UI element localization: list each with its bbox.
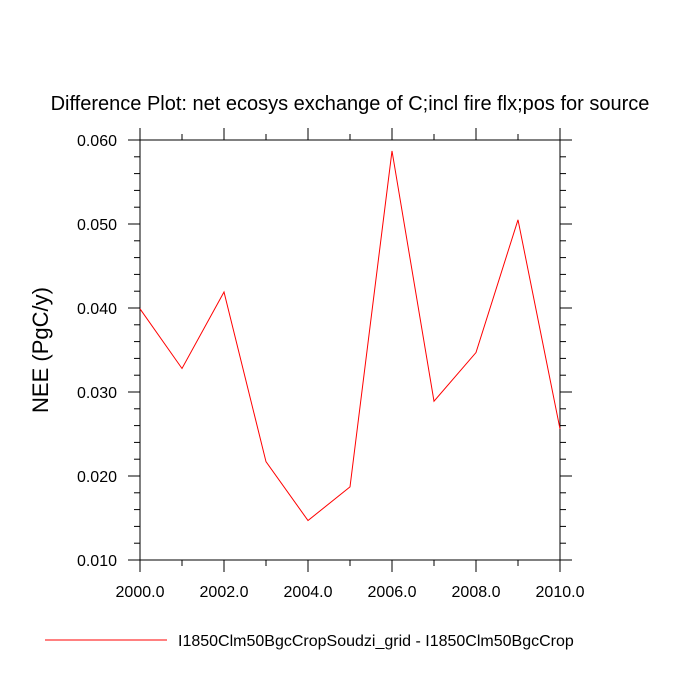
plot-frame — [139, 139, 561, 561]
x-tick-label: 2010.0 — [536, 584, 585, 601]
y-tick-label: 0.050 — [77, 217, 117, 234]
x-tick-label: 2004.0 — [284, 584, 333, 601]
x-tick-label: 2006.0 — [368, 584, 417, 601]
y-tick-label: 0.040 — [77, 301, 117, 318]
x-tick-label: 2008.0 — [452, 584, 501, 601]
series-layer — [139, 150, 561, 522]
x-axis-tick-labels: 2000.0 2002.0 2004.0 2006.0 2008.0 2010.0 — [116, 584, 585, 601]
x-tick-label: 2002.0 — [200, 584, 249, 601]
y-tick-label: 0.060 — [77, 133, 117, 150]
y-tick-label: 0.030 — [77, 385, 117, 402]
y-tick-label: 0.010 — [77, 553, 117, 570]
y-axis-label: NEE (PgC/y) — [28, 287, 53, 413]
chart-title: Difference Plot: net ecosys exchange of … — [51, 93, 650, 115]
axis-ticks — [128, 128, 572, 572]
x-tick-label: 2000.0 — [116, 584, 165, 601]
legend: I1850Clm50BgcCropSoudzi_grid - I1850Clm5… — [45, 633, 574, 650]
series-line — [139, 150, 561, 522]
legend-label: I1850Clm50BgcCropSoudzi_grid - I1850Clm5… — [178, 633, 574, 650]
y-tick-label: 0.020 — [77, 469, 117, 486]
y-axis-tick-labels: 0.010 0.020 0.030 0.040 0.050 0.060 — [77, 133, 117, 570]
